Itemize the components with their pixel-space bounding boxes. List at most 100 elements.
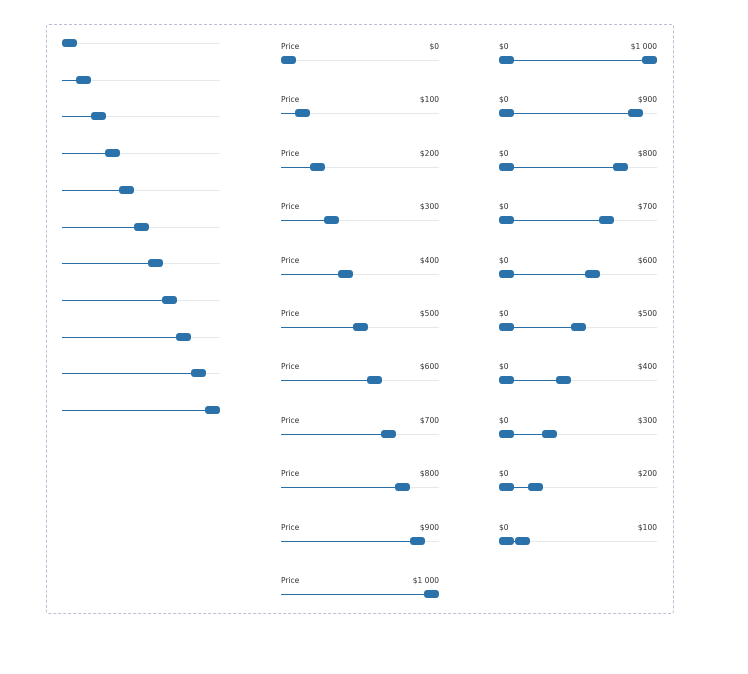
basic-slider[interactable] [62, 332, 220, 343]
price-slider[interactable] [281, 162, 439, 173]
range-max-thumb[interactable] [642, 56, 657, 64]
slider-thumb[interactable] [424, 590, 439, 598]
slider-thumb[interactable] [190, 369, 206, 378]
range-max-value: $500 [637, 309, 657, 318]
range-max-thumb[interactable] [613, 162, 629, 171]
range-max-thumb[interactable] [556, 376, 572, 385]
price-slider[interactable] [281, 536, 439, 547]
slider-thumb[interactable] [133, 222, 149, 231]
range-slider[interactable] [499, 536, 657, 547]
slider-thumb[interactable] [309, 162, 325, 171]
slider-thumb[interactable] [352, 323, 368, 331]
slider-thumb[interactable] [295, 109, 311, 118]
basic-slider[interactable] [62, 39, 220, 49]
slider-thumb[interactable] [90, 112, 106, 121]
price-slider[interactable] [281, 483, 439, 493]
range-max-value: $1 000 [630, 42, 657, 51]
range-slider[interactable] [499, 376, 657, 386]
slider-thumb[interactable] [104, 149, 120, 158]
price-value: $500 [419, 309, 439, 318]
basic-slider[interactable] [62, 149, 220, 159]
slider-fill [62, 189, 120, 191]
slider-thumb[interactable] [323, 216, 339, 225]
basic-slider[interactable] [62, 369, 220, 379]
slider-thumb[interactable] [62, 39, 77, 47]
basic-slider[interactable] [62, 295, 220, 306]
range-slider[interactable] [499, 483, 657, 493]
slider-thumb[interactable] [176, 332, 192, 341]
range-max-thumb[interactable] [599, 216, 615, 225]
slider-fill [62, 410, 205, 411]
range-slider[interactable] [499, 56, 657, 66]
range-max-thumb[interactable] [527, 483, 543, 492]
slider-thumb[interactable] [281, 56, 296, 64]
range-slider[interactable] [499, 109, 657, 119]
range-max-thumb[interactable] [541, 429, 557, 438]
range-min-thumb[interactable] [499, 162, 514, 171]
range-min-thumb[interactable] [499, 429, 514, 438]
basic-slider[interactable] [62, 112, 220, 122]
slider-fill [281, 433, 382, 435]
range-min-thumb[interactable] [499, 323, 514, 331]
slider-fill [499, 433, 542, 435]
slider-fill [499, 327, 571, 328]
price-slider[interactable] [281, 216, 439, 226]
range-max-thumb[interactable] [515, 536, 530, 545]
slider-track [499, 540, 657, 542]
price-slider[interactable] [281, 109, 439, 119]
slider-track [281, 273, 439, 275]
slider-thumb[interactable] [162, 295, 178, 304]
range-min-thumb[interactable] [499, 536, 514, 545]
range-max-thumb[interactable] [627, 109, 643, 118]
price-slider[interactable] [281, 429, 439, 440]
slider-thumb[interactable] [76, 75, 92, 84]
price-value: $200 [419, 148, 439, 158]
slider-track [281, 220, 439, 222]
range-max-thumb[interactable] [584, 269, 600, 278]
range-max-value: $600 [637, 255, 657, 265]
slider-thumb[interactable] [205, 406, 220, 414]
slider-thumb[interactable] [409, 536, 425, 545]
slider-fill [281, 273, 339, 275]
range-max-thumb[interactable] [570, 323, 586, 331]
price-slider[interactable] [281, 323, 439, 333]
basic-slider[interactable] [62, 222, 220, 233]
range-max-value: $400 [637, 362, 657, 372]
basic-slider[interactable] [62, 259, 220, 269]
slider-thumb[interactable] [381, 429, 397, 438]
price-label: Price [281, 469, 300, 479]
basic-slider[interactable] [62, 406, 220, 416]
price-slider[interactable] [281, 376, 439, 386]
slider-thumb[interactable] [366, 376, 382, 385]
price-slider[interactable] [281, 269, 439, 280]
slider-thumb[interactable] [338, 269, 354, 278]
slider-track [281, 166, 439, 168]
price-label: Price [281, 522, 300, 532]
slider-fill [281, 487, 396, 489]
slider-thumb[interactable] [147, 259, 163, 268]
basic-slider[interactable] [62, 75, 220, 86]
range-slider[interactable] [499, 429, 657, 440]
price-value: $100 [419, 95, 439, 105]
range-slider[interactable] [499, 162, 657, 173]
slider-fill [499, 166, 614, 168]
range-slider[interactable] [499, 323, 657, 333]
price-slider[interactable] [281, 56, 439, 66]
range-min-thumb[interactable] [499, 376, 514, 385]
range-min-thumb[interactable] [499, 483, 514, 492]
price-label: Price [281, 309, 300, 318]
range-min-thumb[interactable] [499, 56, 514, 64]
range-min-value: $0 [499, 309, 509, 318]
slider-fill [62, 116, 91, 118]
range-min-thumb[interactable] [499, 109, 514, 118]
range-slider[interactable] [499, 216, 657, 226]
range-slider[interactable] [499, 269, 657, 280]
range-min-thumb[interactable] [499, 269, 514, 278]
range-min-thumb[interactable] [499, 216, 514, 225]
price-value: $300 [419, 202, 439, 212]
slider-thumb[interactable] [395, 483, 411, 492]
slider-fill [62, 263, 148, 265]
price-slider[interactable] [281, 590, 439, 600]
slider-thumb[interactable] [119, 185, 135, 194]
basic-slider[interactable] [62, 185, 220, 196]
